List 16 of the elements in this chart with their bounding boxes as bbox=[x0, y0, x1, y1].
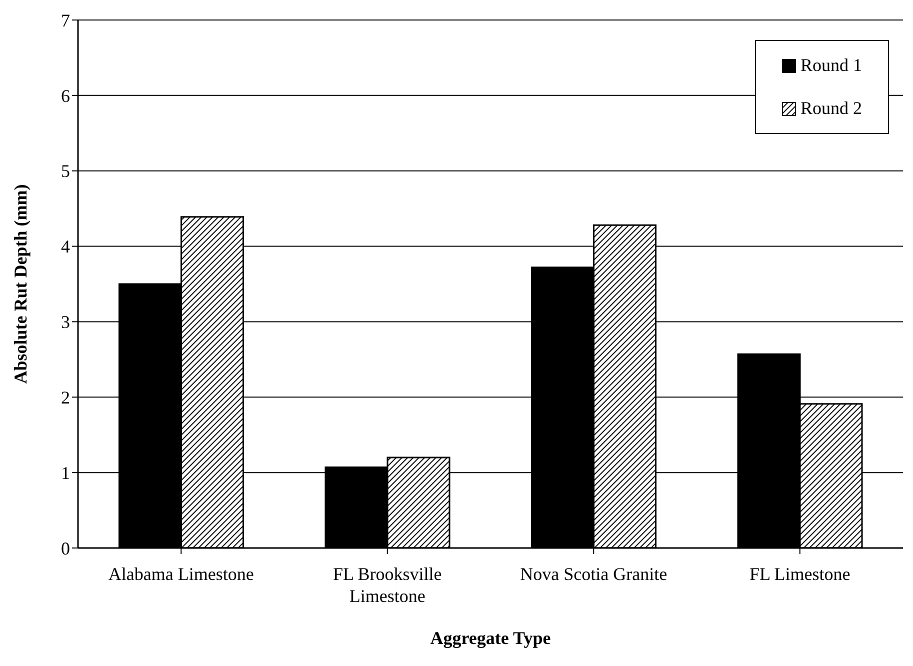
y-tick-label: 7 bbox=[61, 10, 70, 30]
x-axis-title: Aggregate Type bbox=[430, 628, 551, 648]
y-tick-label: 5 bbox=[61, 161, 70, 182]
x-tick-label: FL Limestone bbox=[749, 564, 850, 584]
y-tick-label: 1 bbox=[61, 462, 70, 483]
y-tick-label: 0 bbox=[61, 538, 70, 558]
x-tick-label: FL Brooksville Limestone bbox=[332, 564, 442, 606]
x-tick-label: Alabama Limestone bbox=[108, 564, 254, 584]
legend-label: Round 1 bbox=[800, 55, 862, 76]
y-tick-label: 6 bbox=[61, 86, 70, 106]
y-axis-title: Absolute Rut Depth (mm) bbox=[10, 184, 30, 384]
y-tick-label: 2 bbox=[61, 388, 70, 408]
y-tick-label: 4 bbox=[61, 236, 70, 257]
legend-label: Round 2 bbox=[800, 98, 862, 119]
x-tick-label: Nova Scotia Granite bbox=[520, 564, 668, 584]
y-tick-label: 3 bbox=[61, 312, 70, 332]
